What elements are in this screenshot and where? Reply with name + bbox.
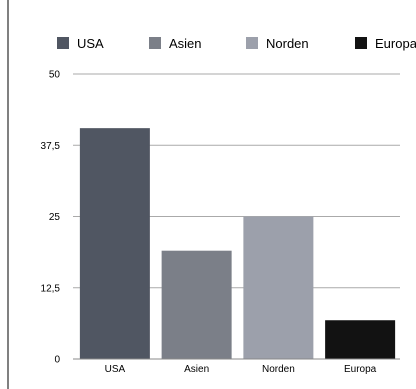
y-axis-ticks: 0 12,5 25 37,5 50 bbox=[41, 70, 61, 366]
y-tick-label: 0 bbox=[54, 355, 60, 366]
x-tick-label-asien: Asien bbox=[184, 364, 209, 375]
x-tick-label-norden: Norden bbox=[262, 364, 295, 375]
bar-norden bbox=[243, 216, 314, 359]
legend-label-europa: Europa bbox=[375, 36, 416, 51]
bar-asien bbox=[161, 250, 232, 359]
legend-label-usa: USA bbox=[77, 36, 104, 51]
y-tick-label: 12,5 bbox=[41, 283, 61, 294]
legend-swatch-usa bbox=[57, 37, 69, 49]
y-tick-label: 50 bbox=[49, 70, 61, 81]
legend-label-asien: Asien bbox=[169, 36, 202, 51]
legend-swatch-asien bbox=[149, 37, 161, 49]
bar-europa bbox=[325, 320, 396, 359]
x-tick-label-usa: USA bbox=[105, 364, 126, 375]
bars bbox=[79, 128, 396, 359]
y-tick-label: 37,5 bbox=[41, 141, 61, 152]
legend-swatch-europa bbox=[355, 37, 367, 49]
legend: USA Asien Norden Europa bbox=[57, 36, 416, 51]
legend-swatch-norden bbox=[246, 37, 258, 49]
x-axis-ticks: USA Asien Norden Europa bbox=[105, 364, 377, 375]
y-tick-label: 25 bbox=[49, 212, 61, 223]
x-tick-label-europa: Europa bbox=[344, 364, 377, 375]
legend-label-norden: Norden bbox=[266, 36, 309, 51]
bar-usa bbox=[79, 128, 150, 359]
